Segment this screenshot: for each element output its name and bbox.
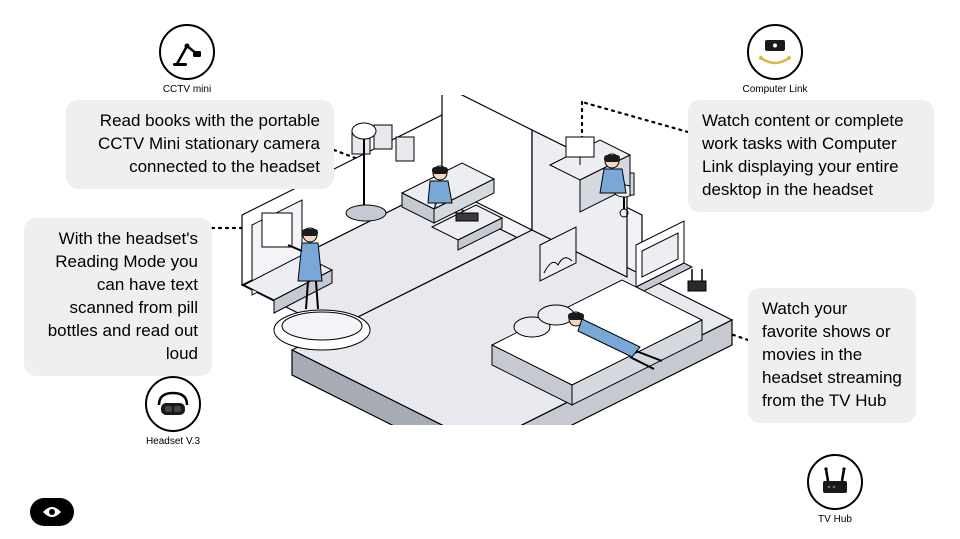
headset-v3-icon (145, 376, 201, 432)
callout-cctv: Read books with the portable CCTV Mini s… (66, 100, 334, 189)
cctv-mini-icon (159, 24, 215, 80)
callout-tv-hub: Watch your favorite shows or movies in t… (748, 288, 916, 423)
icon-group-headset: Headset V.3 (128, 376, 218, 447)
icon-label: Computer Link (730, 84, 820, 95)
icon-label: TV Hub (790, 514, 880, 525)
callout-computer-link: Watch content or complete work tasks wit… (688, 100, 934, 212)
icon-label: Headset V.3 (128, 436, 218, 447)
icon-label: CCTV mini (142, 84, 232, 95)
icon-group-tv-hub: TV Hub (790, 454, 880, 525)
infographic-stage: CCTV mini Computer Link Headset V.3 (0, 0, 960, 539)
tv-hub-icon (807, 454, 863, 510)
icon-group-computer-link: Computer Link (730, 24, 820, 95)
icon-group-cctv: CCTV mini (142, 24, 232, 95)
accessibility-eye-icon[interactable] (30, 498, 74, 526)
computer-link-icon (747, 24, 803, 80)
callout-reading-mode: With the headset's Reading Mode you can … (24, 218, 212, 376)
